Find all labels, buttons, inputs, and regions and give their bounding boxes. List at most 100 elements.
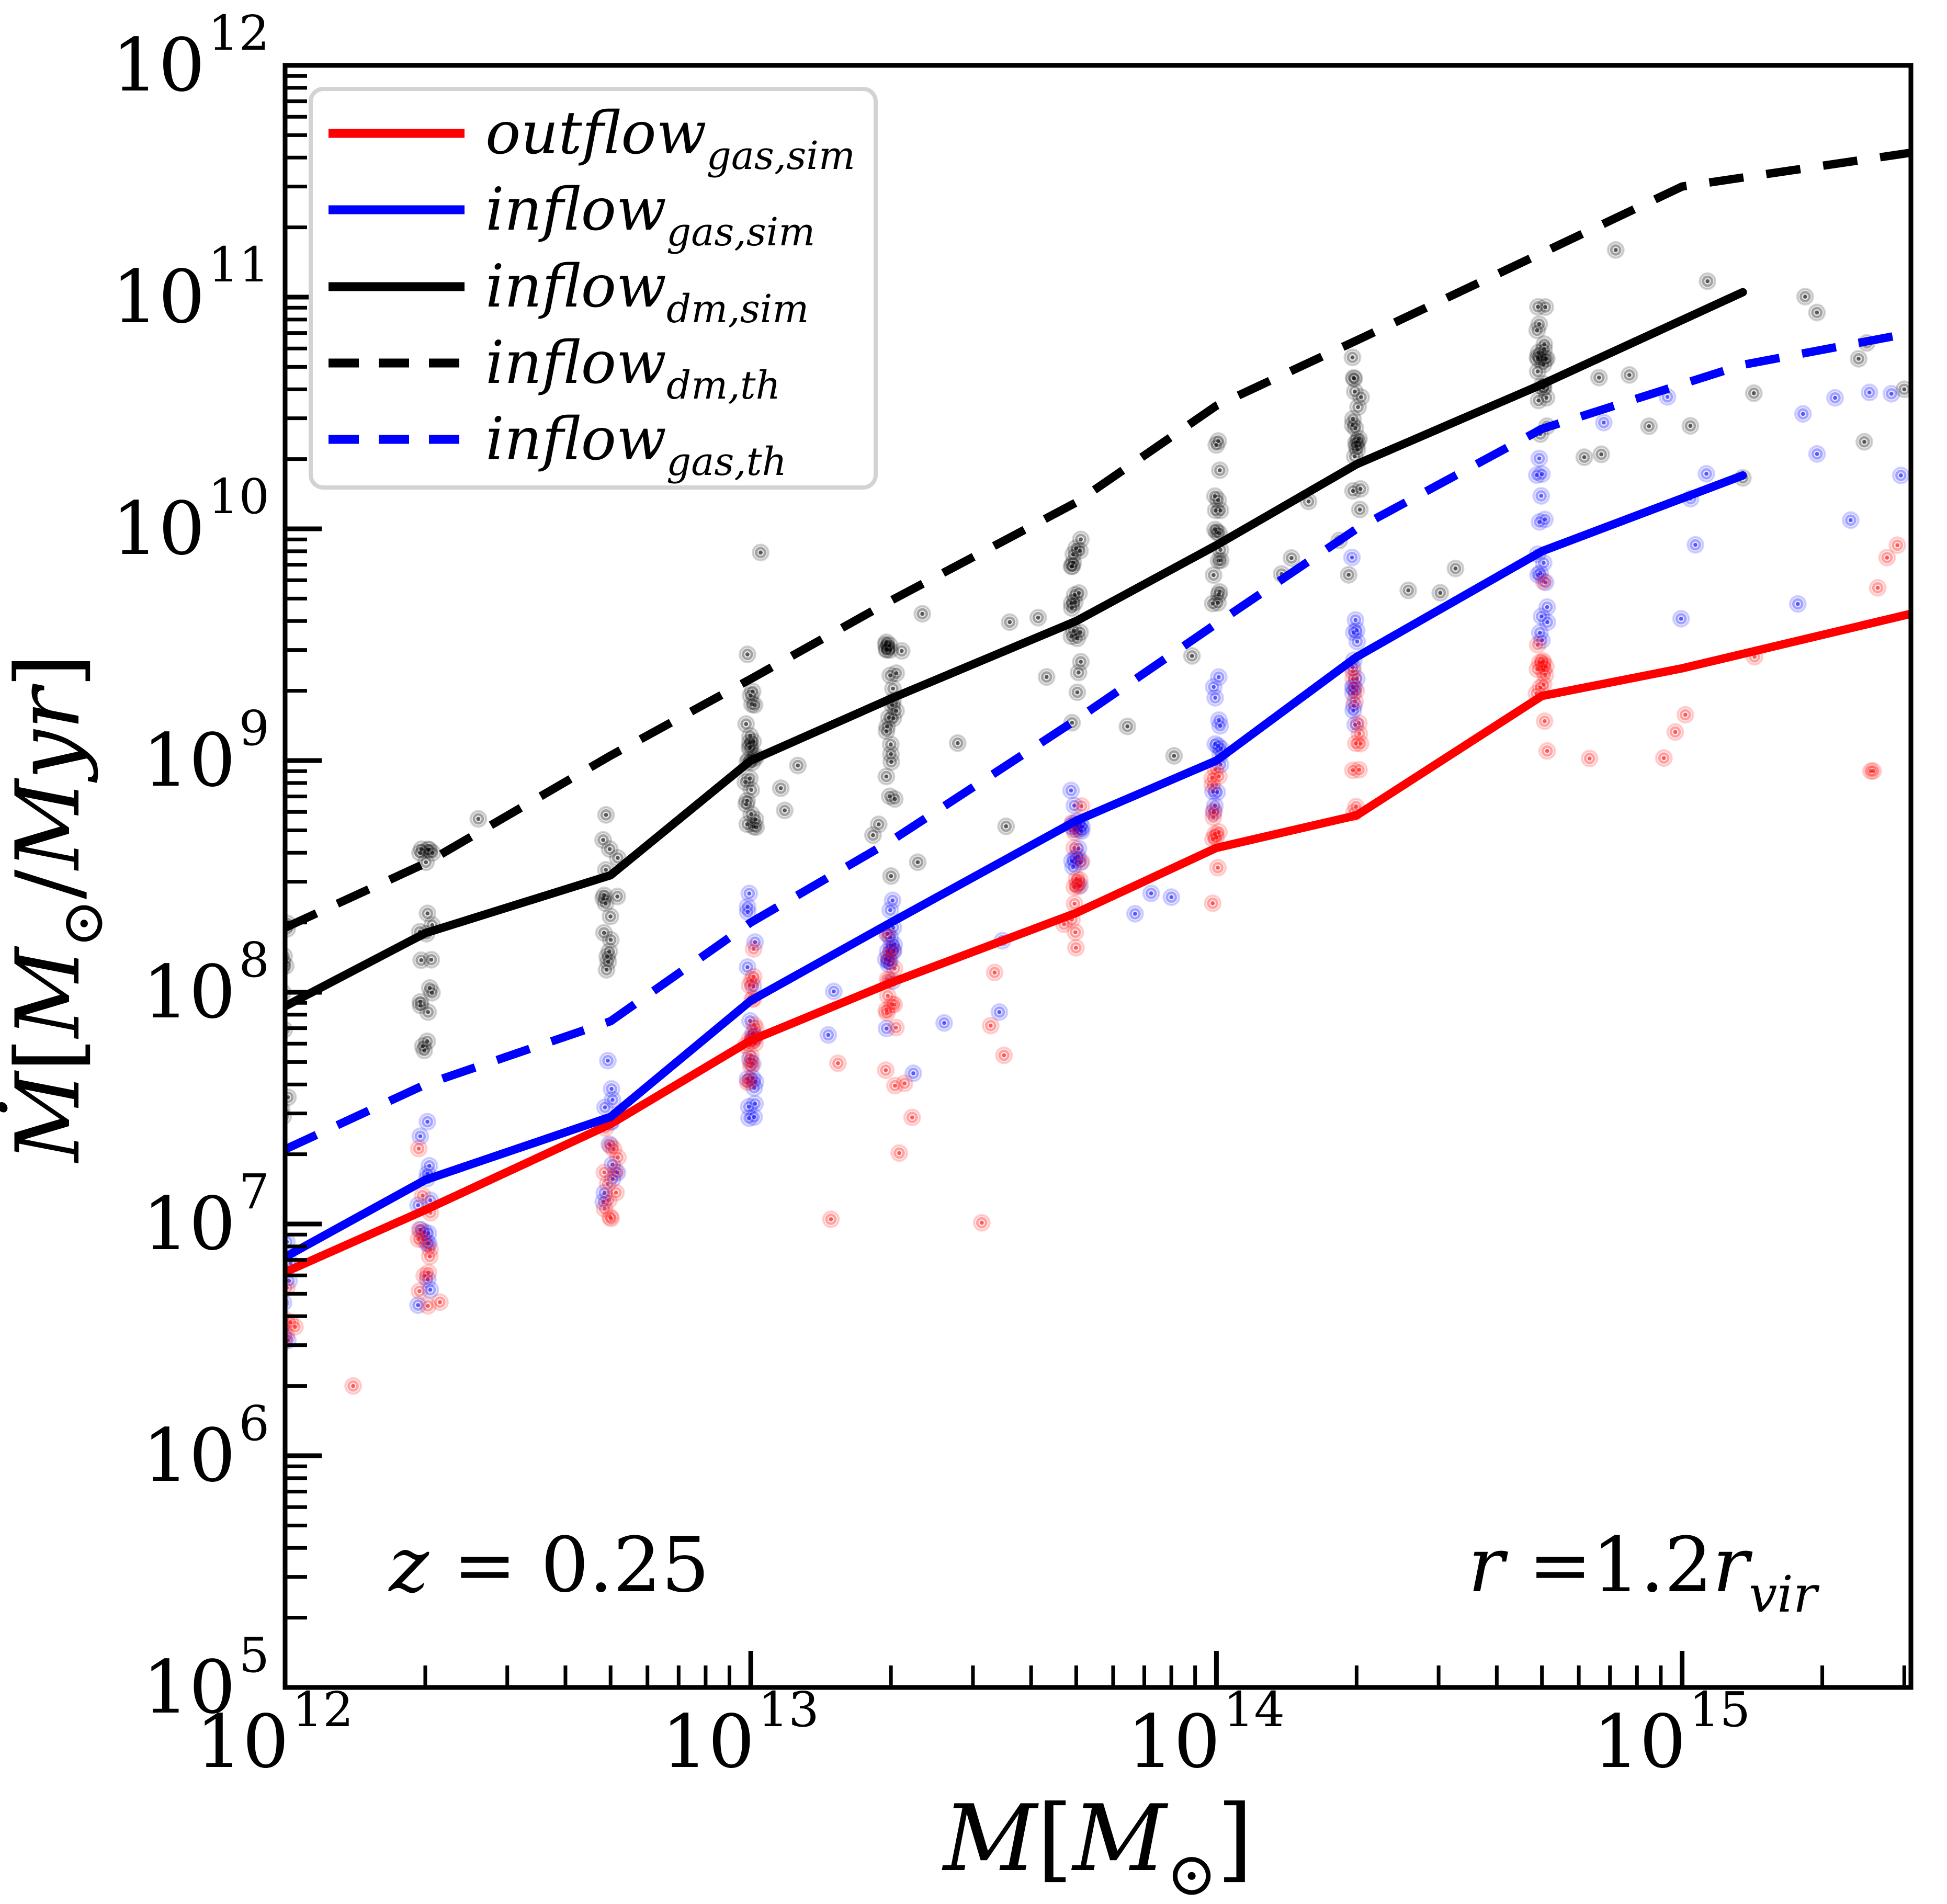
scatter-marker-blue [740, 885, 759, 903]
scatter-marker-red [885, 995, 903, 1014]
scatter-marker-blue [819, 1026, 837, 1044]
scatter-marker-red [877, 1061, 895, 1079]
scatter-marker-red [609, 1148, 627, 1166]
scatter-marker-red [744, 939, 763, 958]
scatter-marker-red [1666, 723, 1684, 741]
scatter-marker-blue [603, 1155, 621, 1174]
scatter-marker-black [881, 666, 899, 685]
scatter-marker-black [1118, 717, 1137, 735]
annotation-redshift: z = 0.25 [388, 1521, 710, 1610]
y-tick-label-1e10: 1010 [112, 469, 269, 572]
scatter-marker-blue [1348, 632, 1366, 651]
scatter-marker-black [411, 993, 429, 1011]
scatter-marker-black [1535, 340, 1553, 358]
scatter-marker-black [737, 715, 755, 733]
scatter-marker-red [1071, 871, 1089, 889]
scatter-marker-blue [409, 1296, 427, 1314]
scatter-marker-red [740, 976, 759, 994]
scatter-marker-red [413, 1186, 432, 1205]
scatter-marker-black [602, 931, 620, 949]
scatter-marker-blue [1794, 405, 1812, 423]
scatter-marker-red [604, 1140, 622, 1158]
scatter-marker-black [744, 818, 763, 836]
scatter-marker-blue [990, 1003, 1009, 1021]
scatter-marker-blue [608, 1163, 627, 1182]
scatter-marker-red [829, 1054, 847, 1072]
scatter-marker-red [410, 1282, 428, 1300]
scatter-marker-black [1529, 362, 1547, 381]
scatter-marker-black [738, 792, 756, 810]
scatter-marker-blue [1206, 689, 1225, 707]
scatter-marker-red [286, 1318, 304, 1336]
x-tick-label-1e15: 1015 [1593, 1682, 1750, 1785]
scatter-marker-black [1537, 349, 1556, 368]
scatter-marker-blue [1536, 511, 1554, 529]
y-tick-label-1e9: 109 [142, 700, 269, 803]
scatter-marker-black [877, 767, 896, 786]
scatter-marker-blue [1062, 781, 1080, 800]
scatter-marker-red [887, 1018, 905, 1037]
scatter-marker-black [1204, 566, 1222, 584]
scatter-marker-red [1206, 825, 1224, 843]
scatter-marker-red [1209, 767, 1228, 786]
scatter-marker-red [607, 1183, 625, 1202]
scatter-marker-blue [418, 1113, 437, 1131]
scatter-marker-black [1351, 480, 1369, 498]
legend-box [309, 87, 878, 490]
scatter-marker-black [1349, 398, 1367, 416]
scatter-marker-blue [1532, 607, 1550, 626]
scatter-marker-red [1535, 712, 1554, 730]
scatter-marker-black [741, 769, 759, 788]
scatter-marker-blue [746, 1095, 764, 1113]
scatter-marker-black [1343, 348, 1362, 367]
scatter-marker-black [1592, 445, 1611, 463]
scatter-marker-black [421, 979, 439, 997]
scatter-marker-blue [1209, 668, 1228, 686]
scatter-marker-blue [1209, 737, 1227, 755]
scatter-marker-blue [824, 982, 843, 1001]
scatter-marker-red [1204, 894, 1222, 912]
scatter-marker-black [469, 810, 488, 828]
scatter-marker-blue [419, 1224, 437, 1242]
scatter-marker-black [412, 840, 431, 858]
plot-frame [282, 63, 1914, 1690]
scatter-marker-red [1538, 742, 1556, 760]
scatter-marker-black [1431, 584, 1450, 602]
legend-label-inflow_gas_sim: inflowgas,sim [485, 176, 815, 255]
scatter-marker-black [596, 894, 615, 913]
scatter-marker-black [747, 818, 765, 836]
scatter-marker-black [752, 543, 770, 562]
annotation-radius: r =1.2rvir [1468, 1521, 1820, 1624]
scatter-marker-black [1620, 366, 1638, 384]
scatter-marker-blue [1064, 858, 1082, 876]
scatter-marker-blue [1206, 797, 1224, 815]
scatter-marker-black [411, 996, 429, 1015]
scatter-marker-black [1206, 520, 1224, 539]
scatter-marker-red [1072, 797, 1091, 815]
scatter-marker-black [776, 801, 794, 820]
scatter-marker-black [1530, 391, 1548, 410]
scatter-marker-black [1446, 559, 1465, 577]
scatter-marker-black [1850, 349, 1868, 368]
scatter-marker-black [1640, 417, 1658, 435]
scatter-marker-black [601, 840, 619, 858]
scatter-marker-blue [1343, 548, 1361, 566]
y-axis-label: Ṁ[M⊙/Myr] [0, 654, 116, 1164]
scatter-marker-red [903, 1108, 921, 1127]
scatter-marker-black [599, 953, 617, 971]
scatter-marker-blue [603, 1091, 621, 1109]
scatter-marker-blue [1346, 611, 1365, 629]
scatter-marker-blue [1538, 613, 1557, 631]
scatter-marker-red [744, 968, 763, 986]
scatter-marker-black [415, 1041, 434, 1060]
scatter-marker-red [890, 1144, 909, 1162]
scatter-marker-blue [1345, 697, 1363, 715]
scatter-marker-blue [1206, 735, 1225, 753]
scatter-marker-black [1855, 433, 1873, 451]
legend-label-inflow_gas_th: inflowgas,th [485, 405, 787, 484]
scatter-marker-blue [881, 901, 899, 919]
scatter-marker-red [1655, 749, 1673, 767]
scatter-marker-red [344, 1377, 363, 1395]
scatter-marker-black [1062, 599, 1081, 617]
